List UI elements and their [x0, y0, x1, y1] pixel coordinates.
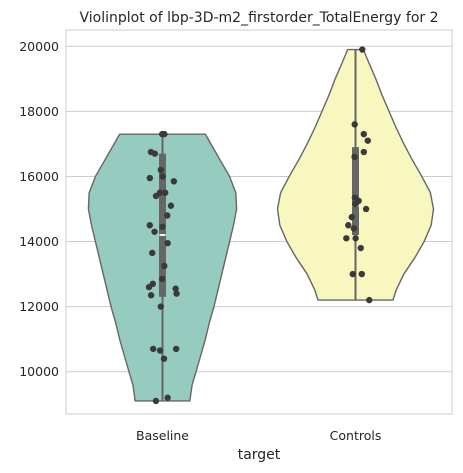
- point-baseline-25: [157, 303, 165, 310]
- x-axis-label: target: [238, 447, 281, 463]
- point-baseline-26: [172, 345, 180, 353]
- data-points: [145, 46, 373, 405]
- point-controls-3: [364, 137, 371, 144]
- point-baseline-27: [149, 345, 157, 353]
- point-baseline-17: [149, 249, 156, 257]
- point-baseline-18: [161, 262, 168, 270]
- point-baseline-7: [170, 178, 178, 185]
- point-controls-14: [343, 235, 350, 242]
- point-controls-1: [351, 121, 358, 128]
- point-baseline-31: [152, 397, 160, 405]
- violins: [87, 48, 435, 402]
- point-controls-8: [352, 200, 359, 208]
- point-baseline-4: [157, 166, 164, 174]
- box-controls: [352, 147, 359, 236]
- point-baseline-21: [145, 283, 153, 291]
- point-baseline-22: [172, 285, 179, 292]
- point-controls-17: [358, 270, 365, 278]
- y-tick-label-20000: 20000: [19, 39, 59, 54]
- point-controls-0: [359, 46, 366, 53]
- point-baseline-24: [147, 292, 155, 299]
- y-tick-label-12000: 12000: [19, 299, 59, 314]
- point-baseline-19: [158, 275, 166, 283]
- point-baseline-23: [173, 290, 180, 297]
- point-baseline-3: [151, 150, 159, 157]
- point-baseline-29: [160, 355, 168, 362]
- point-controls-2: [360, 130, 368, 138]
- plot-frame: [65, 29, 453, 415]
- point-baseline-6: [146, 174, 154, 182]
- x-tick-label-controls: Controls: [330, 428, 382, 443]
- point-controls-10: [348, 213, 355, 221]
- y-tick-labels: 10000 12000 14000 16000 18000 20000: [19, 39, 59, 379]
- y-tick-label-16000: 16000: [19, 169, 59, 184]
- point-controls-16: [349, 270, 357, 278]
- point-baseline-30: [164, 394, 171, 401]
- y-tick-label-14000: 14000: [19, 234, 59, 249]
- point-baseline-15: [151, 228, 158, 235]
- point-baseline-8: [161, 189, 169, 196]
- x-tick-label-baseline: Baseline: [136, 428, 189, 443]
- point-baseline-10: [152, 192, 160, 200]
- point-baseline-5: [159, 173, 166, 180]
- point-controls-9: [362, 205, 370, 213]
- point-baseline-28: [156, 347, 164, 354]
- point-baseline-13: [146, 222, 153, 229]
- x-tick-labels: Baseline Controls: [136, 428, 381, 443]
- point-baseline-1: [161, 130, 168, 138]
- point-baseline-12: [164, 212, 171, 219]
- point-controls-13: [352, 235, 359, 242]
- point-controls-4: [360, 148, 368, 156]
- point-controls-12: [350, 225, 358, 232]
- point-controls-11: [345, 222, 352, 229]
- y-tick-label-18000: 18000: [19, 104, 59, 119]
- y-tick-label-10000: 10000: [19, 364, 59, 379]
- point-controls-15: [357, 244, 364, 252]
- point-baseline-14: [159, 223, 166, 231]
- point-controls-18: [366, 296, 373, 304]
- chart-title: Violinplot of lbp-3D-m2_firstorder_Total…: [79, 10, 438, 26]
- point-baseline-11: [167, 202, 175, 209]
- axes: [65, 29, 453, 415]
- point-baseline-16: [164, 239, 171, 247]
- point-controls-5: [351, 153, 358, 161]
